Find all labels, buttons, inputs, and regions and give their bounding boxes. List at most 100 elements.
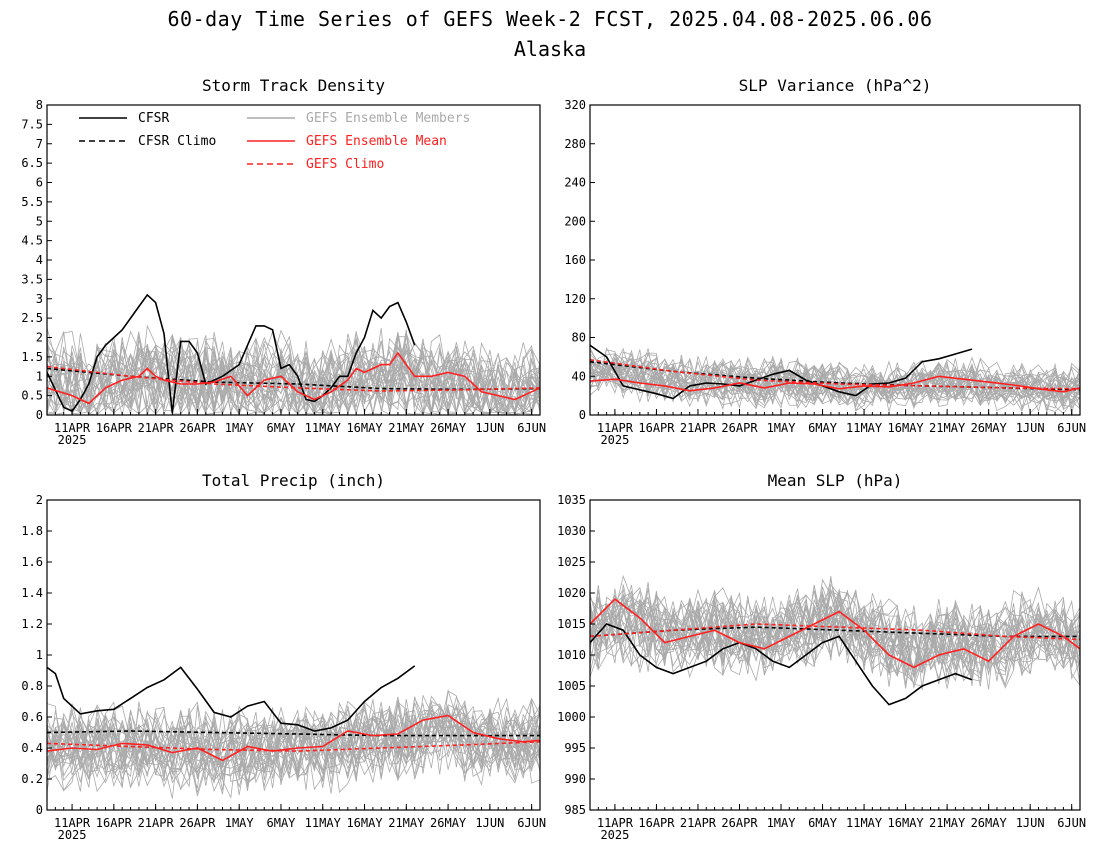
series-gefs-climo	[590, 623, 1080, 641]
x-tick-label: 16MAY	[346, 816, 383, 830]
y-tick-label: 2	[36, 493, 43, 507]
panel-title: Storm Track Density	[202, 76, 385, 95]
x-tick-label: 26APR	[179, 421, 216, 435]
y-tick-label: 4.5	[21, 234, 43, 248]
x-tick-label: 1JUN	[1016, 421, 1045, 435]
member-line	[47, 701, 540, 788]
member-line	[47, 704, 540, 789]
panel-title: Total Precip (inch)	[202, 471, 385, 490]
figure-subtitle: Alaska	[514, 37, 586, 61]
y-tick-label: 1.8	[21, 524, 43, 538]
member-line	[47, 694, 540, 791]
legend-label-cfsr_climo: CFSR Climo	[138, 134, 216, 149]
panel-title: SLP Variance (hPa^2)	[739, 76, 932, 95]
x-year-label: 2025	[58, 828, 87, 842]
x-tick-label: 16MAY	[888, 421, 925, 435]
y-tick-label: 1.5	[21, 350, 43, 364]
member-line	[47, 704, 540, 792]
y-tick-label: 3.5	[21, 272, 43, 286]
series-cfsr	[590, 344, 973, 400]
x-tick-label: 11MAY	[846, 421, 883, 435]
member-line	[47, 339, 540, 415]
x-tick-label: 21MAY	[929, 816, 966, 830]
x-tick-label: 21APR	[680, 421, 717, 435]
ensemble-members	[590, 574, 1080, 691]
x-tick-label: 26APR	[179, 816, 216, 830]
y-tick-label: 240	[564, 176, 586, 190]
y-tick-label: 0	[579, 408, 586, 422]
ensemble-members	[47, 689, 540, 799]
member-line	[590, 583, 1080, 676]
x-year-label: 2025	[58, 433, 87, 447]
x-tick-label: 21MAY	[929, 421, 966, 435]
y-tick-label: 1015	[557, 617, 586, 631]
x-tick-label: 21MAY	[388, 421, 425, 435]
figure-title: 60-day Time Series of GEFS Week-2 FCST, …	[167, 7, 932, 31]
x-tick-label: 6JUN	[1057, 421, 1086, 435]
legend-label-ens_mean: GEFS Ensemble Mean	[306, 134, 447, 149]
y-tick-label: 995	[564, 741, 586, 755]
chart-panel-3: Total Precip (inch) 0 0.2 0.4 0.6 0.8 1 1.2 1.4 1…	[21, 471, 546, 842]
x-tick-label: 11MAY	[305, 816, 342, 830]
y-tick-label: 320	[564, 98, 586, 112]
x-tick-label: 16APR	[638, 421, 675, 435]
x-tick-label: 6JUN	[517, 816, 546, 830]
member-line	[590, 587, 1080, 687]
x-tick-label: 11APR	[54, 816, 91, 830]
x-tick-label: 1JUN	[475, 816, 504, 830]
y-tick-label: 1.2	[21, 617, 43, 631]
y-tick-label: 5.5	[21, 195, 43, 209]
series-cfsr	[47, 665, 416, 732]
y-tick-label: 1005	[557, 679, 586, 693]
y-tick-label: 3	[36, 292, 43, 306]
y-tick-label: 7.5	[21, 117, 43, 131]
member-line	[590, 588, 1080, 675]
y-tick-label: 985	[564, 803, 586, 817]
member-line	[590, 589, 1080, 678]
y-tick-label: 120	[564, 292, 586, 306]
x-tick-label: 11APR	[597, 816, 634, 830]
member-line	[47, 695, 540, 792]
x-tick-label: 21APR	[680, 816, 717, 830]
y-tick-label: 2.5	[21, 311, 43, 325]
member-line	[47, 332, 540, 415]
series-gefs-ensemble-mean	[47, 714, 540, 762]
y-tick-label: 0.6	[21, 710, 43, 724]
x-tick-label: 26MAY	[430, 816, 467, 830]
x-tick-label: 1JUN	[1016, 816, 1045, 830]
x-tick-label: 26MAY	[971, 421, 1008, 435]
x-tick-label: 1JUN	[475, 421, 504, 435]
series-gefs-ensemble-mean	[590, 598, 1080, 669]
series-cfsr	[47, 293, 416, 414]
x-tick-label: 6MAY	[267, 421, 297, 435]
y-tick-label: 0.4	[21, 741, 43, 755]
member-line	[590, 356, 1080, 407]
member-line	[47, 340, 540, 415]
x-tick-label: 11APR	[54, 421, 91, 435]
member-line	[47, 338, 540, 415]
y-tick-label: 40	[572, 369, 586, 383]
member-line	[590, 352, 1080, 412]
x-tick-label: 11MAY	[305, 421, 342, 435]
member-line	[47, 697, 540, 788]
member-line	[47, 329, 540, 415]
legend: CFSR CFSR Climo GEFS Ensemble Members GEFS …	[79, 111, 470, 172]
y-tick-label: 0.5	[21, 389, 43, 403]
y-tick-label: 0.8	[21, 679, 43, 693]
member-line	[590, 357, 1080, 409]
y-tick-label: 1010	[557, 648, 586, 662]
panel-title: Mean SLP (hPa)	[768, 471, 903, 490]
member-line	[590, 576, 1080, 682]
member-line	[47, 712, 540, 782]
x-tick-label: 1MAY	[767, 816, 797, 830]
y-tick-label: 80	[572, 331, 586, 345]
x-tick-label: 11APR	[597, 421, 634, 435]
x-tick-label: 6JUN	[517, 421, 546, 435]
x-year-label: 2025	[600, 433, 629, 447]
y-tick-label: 280	[564, 137, 586, 151]
legend-label-cfsr: CFSR	[138, 111, 169, 126]
series-gefs-climo	[590, 359, 1080, 390]
y-tick-label: 0.2	[21, 772, 43, 786]
y-tick-label: 160	[564, 253, 586, 267]
